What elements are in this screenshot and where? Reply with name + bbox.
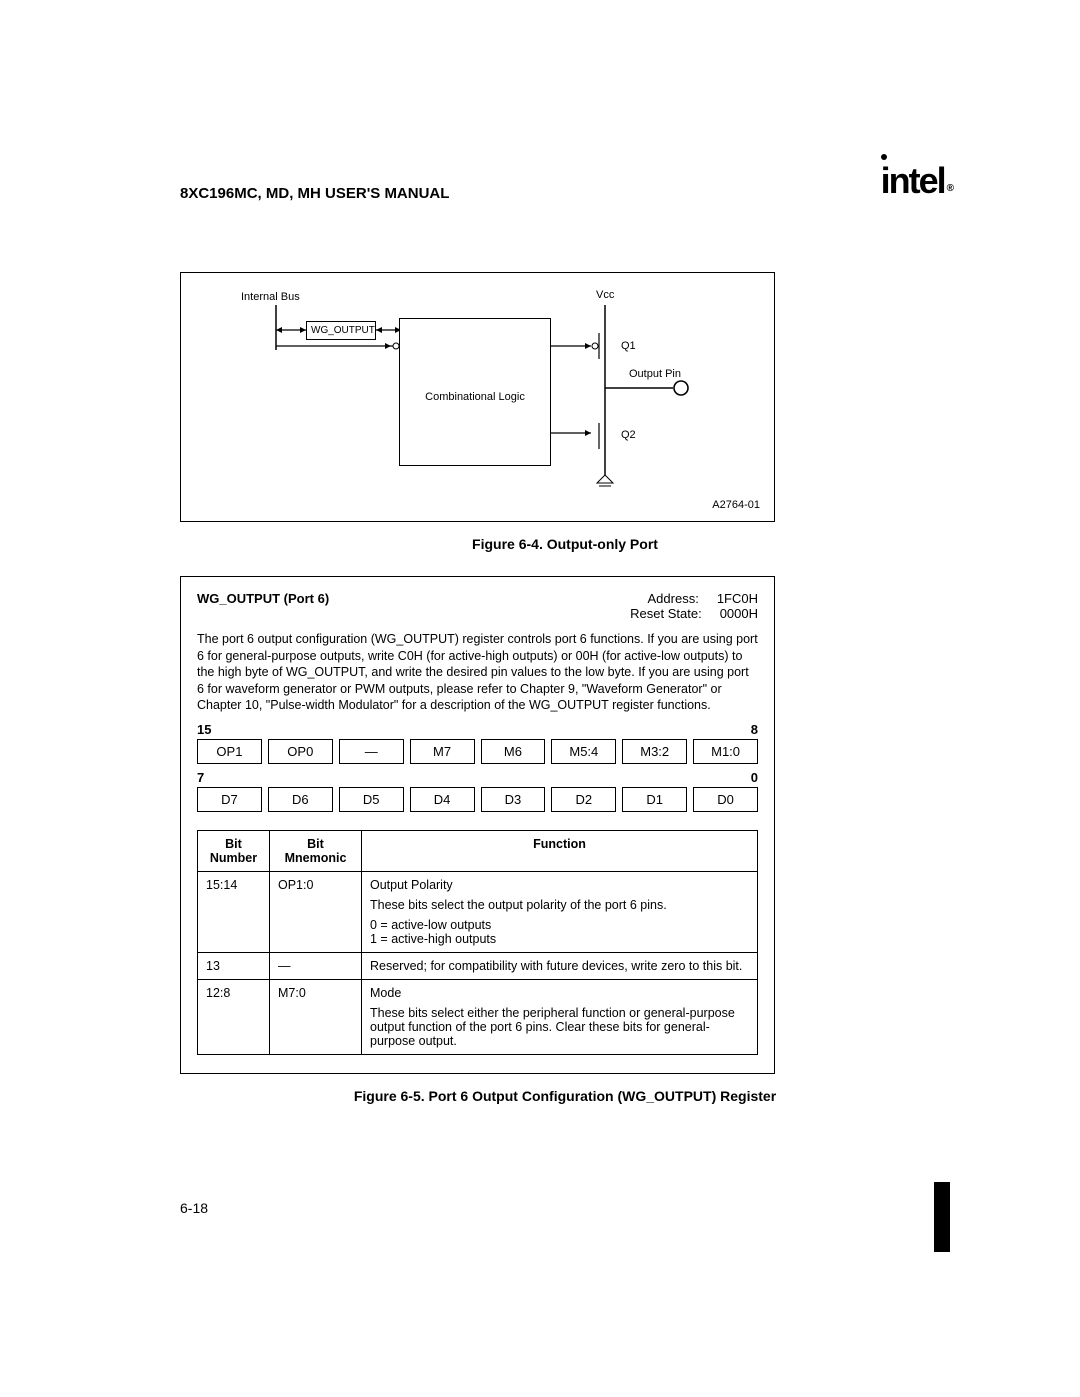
bit-range-8: 8	[751, 722, 758, 737]
bit-cell: —	[339, 739, 404, 764]
bits-low-row: D7 D6 D5 D4 D3 D2 D1 D0	[197, 787, 758, 812]
bits-high-row: OP1 OP0 — M7 M6 M5:4 M3:2 M1:0	[197, 739, 758, 764]
table-row: 13 — Reserved; for compatibility with fu…	[198, 952, 758, 979]
func-line: These bits select either the peripheral …	[370, 1006, 749, 1048]
bit-cell: D5	[339, 787, 404, 812]
address-label: Address:	[609, 591, 699, 606]
col-bit-mnemonic: Bit Mnemonic	[270, 830, 362, 871]
bit-cell: D4	[410, 787, 475, 812]
bit-cell: M6	[481, 739, 546, 764]
bit-cell: D0	[693, 787, 758, 812]
address-value: 1FC0H	[717, 591, 758, 606]
bit-cell: D2	[551, 787, 616, 812]
diagram-ref: A2764-01	[712, 499, 760, 511]
q1-label: Q1	[621, 340, 636, 352]
table-row: 15:14 OP1:0 Output Polarity These bits s…	[198, 871, 758, 952]
col-bit-number: Bit Number	[198, 830, 270, 871]
reset-label: Reset State:	[612, 606, 702, 621]
manual-title: 8XC196MC, MD, MH USER'S MANUAL	[180, 185, 449, 202]
bit-range-0: 0	[751, 770, 758, 785]
wg-output-box: WG_OUTPUT	[306, 321, 376, 340]
combinational-logic-box: Combinational Logic	[399, 318, 551, 466]
bit-cell: M1:0	[693, 739, 758, 764]
reset-value: 0000H	[720, 606, 758, 621]
intel-logo: intel®	[881, 160, 950, 202]
figure-6-5-caption: Figure 6-5. Port 6 Output Configuration …	[180, 1088, 950, 1104]
bit-range-7: 7	[197, 770, 204, 785]
bit-cell: OP0	[268, 739, 333, 764]
func-line: 0 = active-low outputs	[370, 918, 749, 932]
figure-6-4-diagram: Internal Bus	[180, 272, 775, 522]
bit-cell: OP1	[197, 739, 262, 764]
table-row: 12:8 M7:0 Mode These bits select either …	[198, 979, 758, 1054]
bit-cell: M5:4	[551, 739, 616, 764]
output-pin-label: Output Pin	[629, 368, 681, 380]
bit-cell: M3:2	[622, 739, 687, 764]
bit-cell: D7	[197, 787, 262, 812]
func-line: These bits select the output polarity of…	[370, 898, 749, 912]
register-box: WG_OUTPUT (Port 6) Address: 1FC0H Reset S…	[180, 576, 775, 1074]
col-function: Function	[362, 830, 758, 871]
func-title: Output Polarity	[370, 878, 749, 892]
func-line: 1 = active-high outputs	[370, 932, 749, 946]
page-header: 8XC196MC, MD, MH USER'S MANUAL intel®	[180, 160, 950, 202]
bit-cell: D6	[268, 787, 333, 812]
page-number: 6-18	[180, 1200, 208, 1216]
vcc-label: Vcc	[596, 289, 614, 301]
func-title: Mode	[370, 986, 749, 1000]
register-name: WG_OUTPUT (Port 6)	[197, 591, 329, 621]
bit-cell: D3	[481, 787, 546, 812]
bit-range-15: 15	[197, 722, 211, 737]
register-description: The port 6 output configuration (WG_OUTP…	[197, 631, 758, 714]
figure-6-4-caption: Figure 6-4. Output-only Port	[180, 536, 950, 552]
bit-function-table: Bit Number Bit Mnemonic Function 15:14 O…	[197, 830, 758, 1055]
bit-cell: M7	[410, 739, 475, 764]
side-black-bar	[934, 1182, 950, 1252]
bit-cell: D1	[622, 787, 687, 812]
q2-label: Q2	[621, 429, 636, 441]
